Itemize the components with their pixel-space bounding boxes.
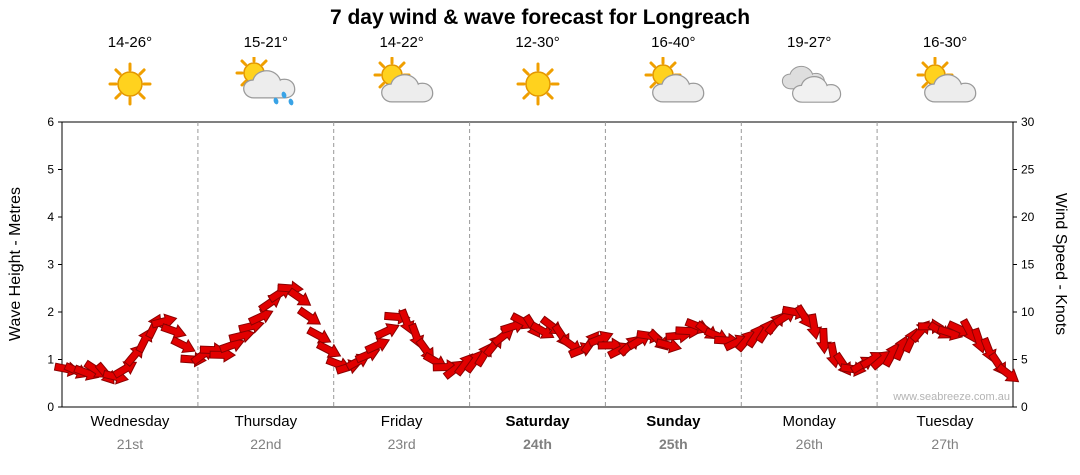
day-name: Friday	[380, 413, 423, 430]
day-date: 27th	[931, 436, 959, 452]
day-temp-range: 16-30°	[922, 34, 968, 51]
day-forecast: 14-22°	[334, 34, 470, 116]
sunny-icon	[108, 62, 152, 106]
page-title: 7 day wind & wave forecast for Longreach	[329, 6, 751, 29]
day-forecast: 14-26°	[62, 34, 198, 116]
svg-text:6: 6	[47, 115, 54, 129]
day-name: Wednesday	[90, 413, 170, 430]
cloudy-icon	[782, 65, 842, 103]
svg-text:10: 10	[1021, 305, 1035, 319]
day-forecast: 16-40°	[605, 34, 741, 116]
svg-text:5: 5	[1021, 353, 1028, 367]
day-label: Thursday 22nd	[198, 413, 334, 452]
svg-text:0: 0	[1021, 400, 1028, 414]
day-temp-range: 19-27°	[787, 34, 832, 51]
day-temp-range: 14-26°	[107, 34, 153, 51]
day-name: Tuesday	[916, 413, 974, 430]
day-date: 21st	[116, 436, 144, 452]
partly-cloudy-icon	[644, 56, 705, 103]
day-forecast: 15-21°	[198, 34, 334, 116]
day-label: Tuesday 27th	[877, 413, 1013, 452]
day-name: Thursday	[234, 413, 298, 430]
day-date: 23rd	[387, 436, 416, 452]
day-date: 25th	[658, 436, 688, 452]
day-temp-range: 16-40°	[651, 34, 696, 51]
day-label: Friday 23rd	[334, 413, 470, 452]
day-temp-range: 12-30°	[515, 34, 560, 51]
sunny-icon	[516, 62, 560, 106]
svg-text:15: 15	[1021, 258, 1035, 272]
watermark: www.seabreeze.com.au	[893, 391, 1010, 403]
sun-showers-icon	[235, 54, 296, 106]
day-label: Sunday 25th	[605, 413, 741, 452]
svg-text:25: 25	[1021, 163, 1035, 177]
svg-text:2: 2	[47, 305, 54, 319]
svg-text:4: 4	[47, 210, 54, 224]
partly-cloudy-icon	[916, 56, 977, 103]
svg-text:20: 20	[1021, 210, 1035, 224]
svg-text:30: 30	[1021, 115, 1035, 129]
svg-text:5: 5	[47, 163, 54, 177]
svg-text:1: 1	[47, 353, 54, 367]
svg-text:3: 3	[47, 258, 54, 272]
day-date: 26th	[795, 436, 823, 452]
day-name: Sunday	[646, 413, 701, 430]
day-label: Wednesday 21st	[62, 413, 198, 452]
day-forecast: 19-27°	[741, 34, 877, 116]
day-date: 24th	[523, 436, 552, 452]
day-label: Monday 26th	[741, 413, 877, 452]
day-name: Saturday	[505, 413, 570, 430]
day-forecast: 12-30°	[470, 34, 606, 116]
day-temp-range: 15-21°	[243, 34, 289, 51]
partly-cloudy-icon	[373, 56, 433, 103]
day-date: 22nd	[250, 436, 282, 452]
day-label: Saturday 24th	[470, 413, 606, 452]
day-name: Monday	[782, 413, 836, 430]
day-forecast: 16-30°	[877, 34, 1013, 116]
day-temp-range: 14-22°	[379, 34, 424, 51]
svg-text:0: 0	[47, 400, 54, 414]
